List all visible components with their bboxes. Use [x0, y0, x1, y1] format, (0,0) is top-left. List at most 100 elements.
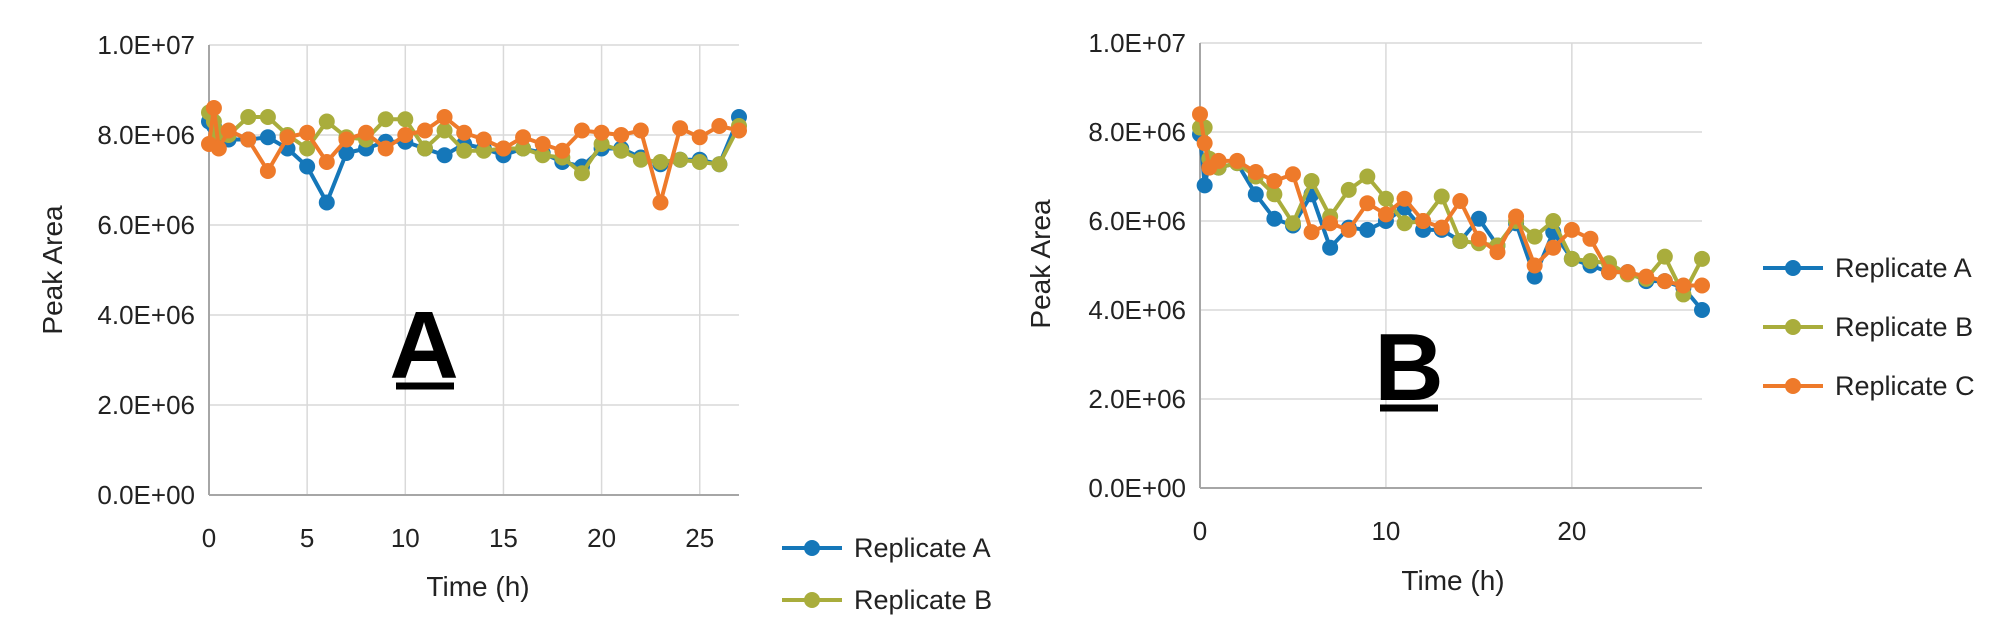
- data-point: [279, 129, 296, 146]
- x-tick-label: 0: [1193, 516, 1207, 546]
- legend-swatch-marker: [804, 592, 820, 608]
- data-point: [1377, 190, 1394, 207]
- data-point: [1582, 230, 1599, 247]
- data-point: [1675, 277, 1692, 294]
- data-point: [456, 142, 473, 159]
- x-tick-label: 5: [300, 523, 314, 553]
- legend: Replicate A Replicate B: [782, 533, 992, 615]
- data-point: [1322, 239, 1339, 256]
- data-point: [711, 156, 728, 173]
- legend-label: Replicate B: [854, 585, 992, 615]
- data-point: [220, 122, 237, 139]
- data-point: [632, 122, 649, 139]
- y-tick-label: 6.0E+06: [1088, 206, 1186, 236]
- legend-item: Replicate C: [1763, 371, 1975, 401]
- data-point: [691, 154, 708, 170]
- data-point: [1284, 215, 1301, 232]
- data-point: [573, 122, 590, 139]
- data-point: [1694, 302, 1710, 318]
- data-point: [632, 151, 649, 168]
- data-point: [377, 140, 394, 157]
- data-point: [1563, 221, 1580, 238]
- data-point: [1377, 206, 1394, 223]
- data-point: [1619, 264, 1636, 281]
- data-point: [1196, 177, 1213, 194]
- data-point: [1229, 152, 1246, 169]
- y-tick-label: 0.0E+00: [1088, 473, 1186, 503]
- data-point: [613, 127, 630, 143]
- data-point: [210, 140, 227, 157]
- data-point: [1196, 135, 1213, 152]
- data-point: [672, 151, 689, 168]
- data-point: [1452, 233, 1469, 250]
- legend-item: Replicate A: [1763, 253, 1972, 283]
- data-point: [259, 129, 276, 146]
- data-point: [1266, 210, 1283, 227]
- x-tick-label: 10: [1371, 516, 1400, 546]
- data-point: [1563, 250, 1580, 267]
- y-tick-label: 1.0E+07: [97, 30, 195, 60]
- data-point: [1359, 195, 1376, 212]
- panel-label: B: [1374, 314, 1443, 421]
- data-point: [1266, 186, 1283, 203]
- data-point: [1656, 273, 1673, 290]
- data-point: [1433, 219, 1450, 236]
- data-point: [436, 109, 453, 125]
- data-point: [593, 136, 610, 152]
- y-tick-label: 8.0E+06: [97, 120, 195, 150]
- data-point: [318, 113, 335, 130]
- data-point: [456, 124, 473, 141]
- data-point: [1656, 248, 1673, 265]
- data-point: [416, 122, 433, 139]
- y-axis-title: Peak Area: [1025, 199, 1056, 329]
- data-point: [1192, 106, 1208, 123]
- x-tick-label: 10: [391, 523, 420, 553]
- data-point: [436, 122, 453, 139]
- data-point: [1489, 244, 1506, 261]
- data-point: [1340, 181, 1357, 198]
- data-point: [1433, 188, 1450, 205]
- data-point: [554, 142, 571, 159]
- x-tick-label: 20: [1557, 516, 1586, 546]
- legend: Replicate A Replicate B Replicate C: [1763, 253, 1975, 401]
- x-axis-title: Time (h): [426, 571, 529, 602]
- data-point: [1601, 264, 1618, 281]
- data-point: [1694, 277, 1710, 294]
- y-tick-label: 4.0E+06: [1088, 295, 1186, 325]
- data-point: [1694, 250, 1710, 267]
- data-point: [259, 109, 276, 125]
- y-tick-label: 0.0E+00: [97, 480, 195, 510]
- data-point: [299, 140, 316, 157]
- x-tick-label: 25: [685, 523, 714, 553]
- data-point: [1340, 221, 1357, 238]
- data-point: [534, 147, 551, 164]
- data-point: [1284, 166, 1301, 183]
- data-point: [1322, 215, 1339, 232]
- data-point: [593, 124, 610, 141]
- data-point: [534, 136, 551, 152]
- x-tick-label: 0: [202, 523, 216, 553]
- data-point: [1247, 186, 1264, 203]
- legend-label: Replicate A: [854, 533, 991, 563]
- legend-swatch-marker: [1785, 378, 1801, 394]
- data-point: [515, 140, 532, 157]
- data-point: [1210, 152, 1227, 169]
- legend-label: Replicate B: [1835, 312, 1973, 342]
- x-tick-label: 20: [587, 523, 616, 553]
- data-point: [1545, 213, 1562, 229]
- chart-panel-a: 0.0E+00 2.0E+06 4.0E+06 6.0E+06 8.0E+06 1.0E+…: [37, 30, 992, 615]
- data-point: [416, 140, 433, 157]
- data-point: [475, 142, 492, 159]
- legend-item: Replicate B: [1763, 312, 1973, 342]
- y-tick-label: 2.0E+06: [1088, 384, 1186, 414]
- data-point: [1359, 221, 1376, 238]
- legend-label: Replicate C: [1835, 371, 1975, 401]
- data-point: [377, 111, 394, 128]
- data-point: [515, 129, 532, 146]
- legend-item: Replicate B: [782, 585, 992, 615]
- data-point: [672, 120, 689, 137]
- data-point: [240, 131, 257, 148]
- data-point: [338, 131, 355, 148]
- x-tick-label: 15: [489, 523, 518, 553]
